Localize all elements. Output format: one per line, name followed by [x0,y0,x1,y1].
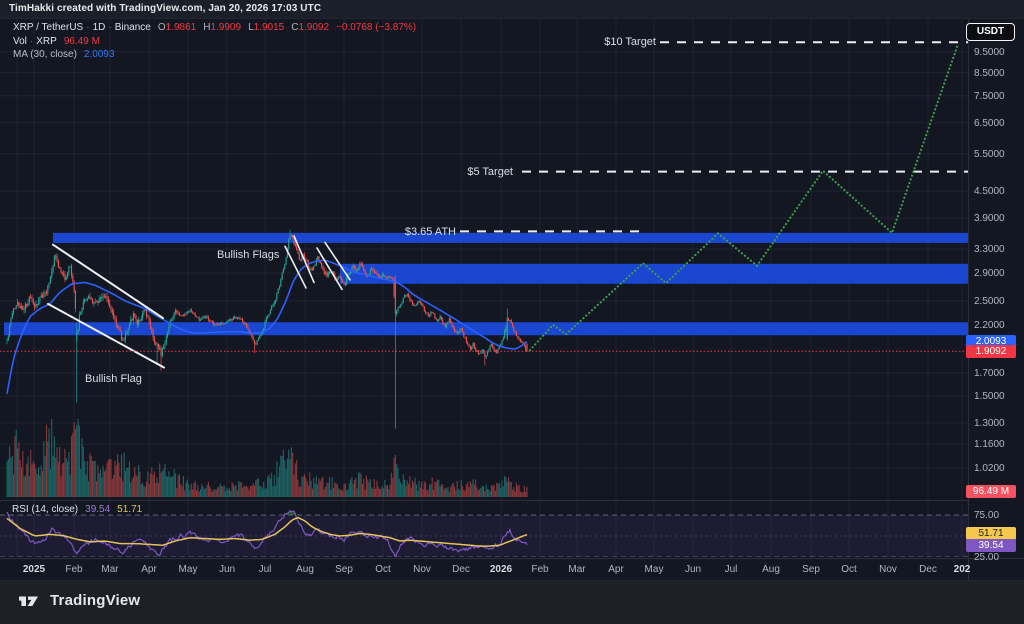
target-10-label: $10 Target [604,36,656,48]
time-tick-Aug: Aug [762,564,780,575]
rsi-legend-row[interactable]: RSI (14, close) 39.54 51.71 [12,504,142,515]
time-tick-Jul: Jul [724,564,738,575]
time-tick-Oct: Oct [841,564,857,575]
time-tick-Jun: Jun [218,564,236,575]
time-tick-Jun: Jun [684,564,702,575]
price-tag-39-54: 39.54 [966,539,1016,552]
ma-legend-row[interactable]: MA (30, close) 2.0093 [13,48,416,62]
price-tick-label: 1.3000 [974,417,1005,429]
interval-label[interactable]: 1D [92,22,106,33]
time-tick-May: May [178,564,198,575]
time-tick-May: May [644,564,664,575]
time-tick-Feb: Feb [65,564,83,575]
time-tick-Aug: Aug [296,564,314,575]
ohlc-close: C1.9092 [291,22,330,33]
ohlc-open: O1.9861 [157,22,197,33]
ma-label: MA (30, close) [13,49,77,60]
time-tick-2026: 2026 [489,564,513,575]
symbol-title[interactable]: XRP / TetherUS [13,22,84,33]
time-tick-Apr: Apr [141,564,157,575]
time-tick-Dec: Dec [452,564,470,575]
ma-value: 2.0093 [83,49,115,60]
volume-symbol: XRP [36,35,57,47]
currency-toggle-button[interactable]: USDT [966,23,1015,41]
volume-label: Vol [13,35,27,47]
price-tag-2-0093: 2.0093 [966,335,1016,348]
volume-value: 96.49 M [63,35,100,47]
rsi-value: 39.54 [85,504,111,515]
tradingview-logo-icon [19,596,38,606]
change-value: −0.0768 (−3.87%) [336,22,417,33]
price-tick-label: 5.5000 [974,148,1005,160]
price-tick-label: 2.9000 [974,268,1005,280]
time-tick-Feb: Feb [531,564,549,575]
price-tick-label: 7.5000 [974,90,1005,102]
volume-legend-row[interactable]: Vol · XRP 96.49 M [13,35,100,47]
rsi-ma-value: 51.71 [117,504,143,515]
time-tick-Mar: Mar [101,564,119,575]
price-tag-1-9092: 1.9092 [966,345,1016,358]
time-tick-Jul: Jul [258,564,272,575]
price-tick-label: 3.9000 [974,212,1005,224]
ohlc-high: H1.9909 [203,22,242,33]
footer-strip: TradingView [0,580,1024,624]
rsi-label: RSI (14, close) [12,504,79,515]
time-axis[interactable]: 2025 Feb Mar Apr May Jun Jul Aug Sep Oct Nov Dec 202… [0,558,1024,580]
chart-legend: XRP / TetherUS · 1D · Binance O1.9861 H1.9909 L… [13,21,416,62]
time-tick-Mar: Mar [568,564,586,575]
bullish-flags-label: Bullish Flags [217,249,280,261]
ath-label: $3.65 ATH [404,226,456,238]
time-tick-Dec: Dec [919,564,937,575]
bullish-flag-label: Bullish Flag [85,373,142,385]
price-tick-label: 2.5000 [974,295,1005,307]
target-5-label: $5 Target [467,166,513,178]
time-tick-Sep: Sep [335,564,353,575]
exchange-label: Binance [114,22,151,33]
price-tick-label: 1.0200 [974,463,1005,475]
time-tick-Nov: Nov [413,564,431,575]
price-tick-label: 8.5000 [974,67,1005,79]
price-tag-51-71: 51.71 [966,527,1016,540]
symbol-legend-row[interactable]: XRP / TetherUS · 1D · Binance O1.9861 H1.9909 L… [13,22,417,33]
price-tick-label: 2.2000 [974,319,1005,331]
time-tick-2025: 2025 [22,564,46,575]
price-tick-label: 1.5000 [974,391,1005,403]
price-tick-label: 4.5000 [974,186,1005,198]
price-tick-label: 9.5000 [974,46,1005,58]
price-tick-label: 3.3000 [974,244,1005,256]
time-tick-Oct: Oct [375,564,391,575]
time-tick-Sep: Sep [802,564,820,575]
time-tick-Nov: Nov [879,564,897,575]
attribution-bar: TimHakki created with TradingView.com, J… [0,0,1024,19]
attribution-text: TimHakki created with TradingView.com, J… [9,3,322,14]
price-tick-label: 1.1600 [974,439,1005,451]
rsi-tick-label: 25.00 [974,552,1000,563]
time-tick-Apr: Apr [608,564,624,575]
price-tag-96-49-M: 96.49 M [966,485,1016,498]
price-axis[interactable]: 9.5000 8.5000 7.5000 6.5000 5.5000 4.5000 3.90… [966,18,1024,580]
price-tick-label: 6.5000 [974,117,1005,129]
tradingview-logo[interactable]: TradingView [18,592,140,609]
price-tick-label: 1.7000 [974,367,1005,379]
tradingview-logo-text: TradingView [50,592,141,609]
ohlc-low: L1.9015 [248,22,285,33]
time-tick-202: 202 [953,564,971,575]
rsi-tick-label: 75.00 [974,510,1000,521]
